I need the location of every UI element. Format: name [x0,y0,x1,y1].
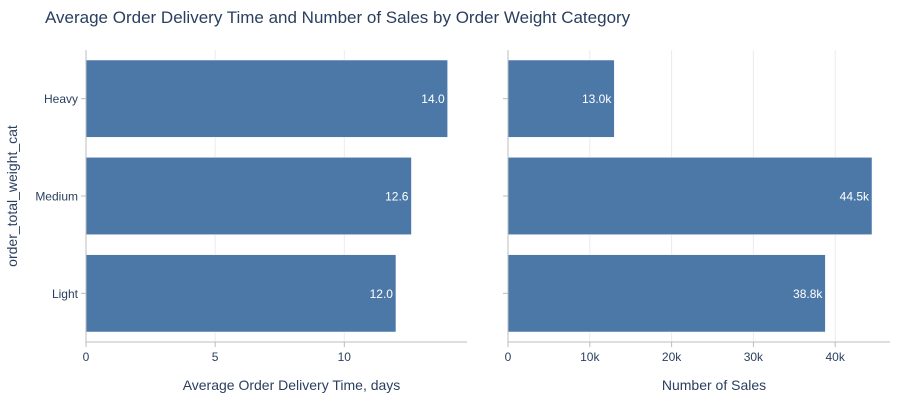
y-tick-label: Heavy [44,92,78,106]
x-tick-label: 30k [744,350,764,364]
y-tick-label: Medium [35,190,78,204]
bar-heavy [85,59,448,138]
bar-light [507,254,826,333]
y-axis-label: order_total_weight_cat [4,125,20,267]
data-label: 38.8k [793,287,823,301]
chart-title: Average Order Delivery Time and Number o… [45,8,631,27]
x-tick-label: 10 [338,350,352,364]
bar-medium [85,157,412,235]
data-label: 14.0 [421,92,445,106]
x-axis-label: Average Order Delivery Time, days [183,377,401,393]
bar-light [85,254,397,333]
bar-medium [507,157,873,235]
x-axis-label: Number of Sales [662,377,766,393]
data-label: 13.0k [582,92,612,106]
data-label: 44.5k [840,190,870,204]
data-label: 12.6 [385,190,409,204]
y-tick-label: Light [52,287,79,301]
data-label: 12.0 [370,287,394,301]
x-tick-label: 10k [580,350,600,364]
bar-heavy [507,59,615,138]
x-tick-label: 20k [662,350,682,364]
x-tick-label: 0 [505,350,512,364]
x-tick-label: 0 [83,350,90,364]
x-tick-label: 5 [212,350,219,364]
x-tick-label: 40k [826,350,846,364]
